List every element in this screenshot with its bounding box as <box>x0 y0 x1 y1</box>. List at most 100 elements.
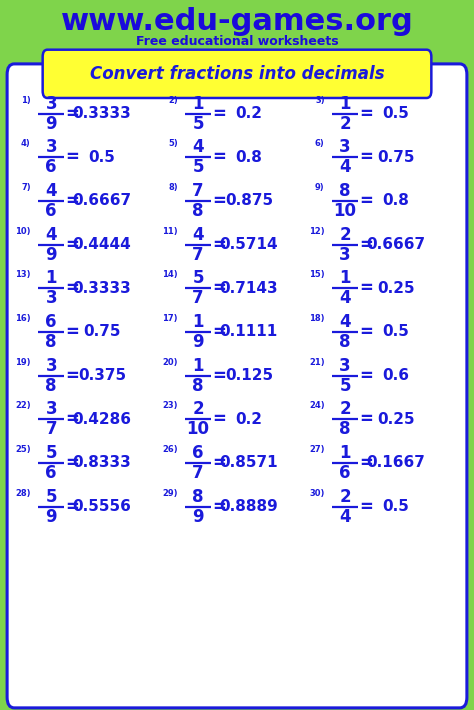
Text: 2: 2 <box>339 488 351 506</box>
Text: 29): 29) <box>162 488 178 498</box>
FancyBboxPatch shape <box>43 50 431 98</box>
Text: =: = <box>212 279 227 297</box>
Text: 3: 3 <box>339 246 351 263</box>
Text: =: = <box>212 148 227 166</box>
Text: 2: 2 <box>192 400 204 418</box>
Text: 20): 20) <box>162 358 178 366</box>
Text: 0.5: 0.5 <box>89 150 115 165</box>
Text: =: = <box>212 454 227 472</box>
Text: 3: 3 <box>46 289 57 307</box>
Text: =: = <box>65 148 80 166</box>
Text: 8: 8 <box>46 376 57 395</box>
Text: 9): 9) <box>315 183 325 192</box>
Text: 0.8889: 0.8889 <box>219 499 278 514</box>
Text: =: = <box>212 192 227 210</box>
Text: 1: 1 <box>192 313 204 331</box>
Text: 3: 3 <box>46 356 57 375</box>
Text: 2: 2 <box>339 226 351 244</box>
Text: 6: 6 <box>339 464 351 482</box>
Text: =: = <box>65 410 80 428</box>
Text: 17): 17) <box>162 314 178 323</box>
Text: www.edu-games.org: www.edu-games.org <box>61 7 413 36</box>
Text: 6: 6 <box>46 313 57 331</box>
Text: 1: 1 <box>339 444 351 462</box>
Text: =: = <box>359 148 374 166</box>
Text: 0.25: 0.25 <box>377 412 415 427</box>
Text: 23): 23) <box>162 401 178 410</box>
Text: 0.8333: 0.8333 <box>73 455 131 471</box>
Text: 4: 4 <box>46 182 57 200</box>
Text: 0.1111: 0.1111 <box>220 324 278 339</box>
Text: 0.8: 0.8 <box>383 193 409 209</box>
Text: 30): 30) <box>310 488 325 498</box>
Text: 5: 5 <box>339 376 351 395</box>
Text: 22): 22) <box>15 401 31 410</box>
Text: 9: 9 <box>46 246 57 263</box>
Text: 0.5: 0.5 <box>383 324 409 339</box>
Text: =: = <box>212 498 227 515</box>
Text: 5: 5 <box>46 488 57 506</box>
Text: 10: 10 <box>187 420 210 438</box>
Text: 0.2: 0.2 <box>236 412 262 427</box>
Text: 4): 4) <box>21 139 31 148</box>
Text: Convert fractions into decimals: Convert fractions into decimals <box>90 65 384 83</box>
Text: 12): 12) <box>309 226 325 236</box>
Text: 6: 6 <box>46 158 57 176</box>
Text: 0.5714: 0.5714 <box>219 237 278 252</box>
Text: 1): 1) <box>21 96 31 104</box>
Text: 7: 7 <box>46 420 57 438</box>
Text: 14): 14) <box>162 271 178 279</box>
Text: 1: 1 <box>46 269 57 288</box>
Text: 1: 1 <box>192 356 204 375</box>
Text: =: = <box>359 104 374 123</box>
Text: =: = <box>359 498 374 515</box>
Text: 4: 4 <box>192 138 204 156</box>
Text: 25): 25) <box>15 445 31 454</box>
Text: =: = <box>65 454 80 472</box>
Text: =: = <box>212 236 227 253</box>
Text: 0.7143: 0.7143 <box>219 280 278 296</box>
Text: 7: 7 <box>192 246 204 263</box>
Text: 0.6667: 0.6667 <box>73 193 131 209</box>
Text: =: = <box>359 323 374 341</box>
Text: 5: 5 <box>192 269 204 288</box>
Text: 2: 2 <box>339 400 351 418</box>
Text: Free educational worksheets: Free educational worksheets <box>136 35 338 48</box>
Text: =: = <box>65 192 80 210</box>
Text: 6: 6 <box>46 464 57 482</box>
Text: 11): 11) <box>162 226 178 236</box>
Text: 1: 1 <box>339 94 351 113</box>
Text: 4: 4 <box>46 226 57 244</box>
Text: 0.5556: 0.5556 <box>73 499 131 514</box>
Text: 2): 2) <box>168 96 178 104</box>
Text: 3: 3 <box>339 356 351 375</box>
Text: 0.5: 0.5 <box>383 499 409 514</box>
Text: =: = <box>359 192 374 210</box>
Text: 6): 6) <box>315 139 325 148</box>
Text: =: = <box>359 279 374 297</box>
Text: 3: 3 <box>46 400 57 418</box>
Text: =: = <box>65 104 80 123</box>
Text: 6: 6 <box>46 202 57 220</box>
Text: 0.75: 0.75 <box>377 150 415 165</box>
Text: =: = <box>212 104 227 123</box>
Text: 8): 8) <box>168 183 178 192</box>
Text: 0.8: 0.8 <box>236 150 262 165</box>
Text: 9: 9 <box>46 114 57 133</box>
Text: 3): 3) <box>315 96 325 104</box>
Text: 4: 4 <box>339 313 351 331</box>
Text: 8: 8 <box>192 376 204 395</box>
Text: 4: 4 <box>339 158 351 176</box>
Text: 1: 1 <box>192 94 204 113</box>
Text: =: = <box>65 323 80 341</box>
Text: 5: 5 <box>192 114 204 133</box>
Text: 5: 5 <box>46 444 57 462</box>
Text: 24): 24) <box>309 401 325 410</box>
Text: 3: 3 <box>46 94 57 113</box>
Text: =: = <box>359 454 374 472</box>
Text: 4: 4 <box>339 508 351 525</box>
Text: 0.1667: 0.1667 <box>366 455 425 471</box>
Text: 10: 10 <box>334 202 356 220</box>
Text: 4: 4 <box>192 226 204 244</box>
Text: =: = <box>65 236 80 253</box>
